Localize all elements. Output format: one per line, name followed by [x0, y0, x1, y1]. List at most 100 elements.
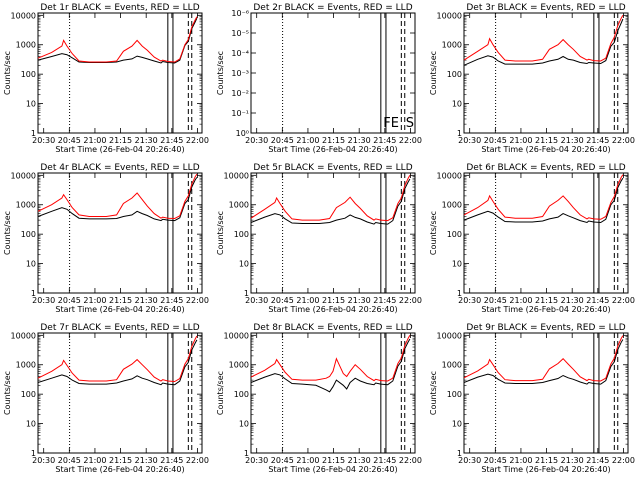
x-tick-label: 21:45: [373, 136, 396, 145]
panel-3: Det 3r BLACK = Events, RED = LLD 1 10 100 10…: [429, 3, 635, 154]
x-tick-label: 21:00: [83, 456, 106, 465]
x-tick-label: 20:30: [32, 296, 55, 305]
panel-title: Det 7r BLACK = Events, RED = LLD: [40, 323, 199, 333]
panel-4: Det 4r BLACK = Events, RED = LLD 1 10 100 10…: [3, 163, 209, 314]
y-tick-label: 10000: [11, 11, 36, 20]
y-tick-label: 100: [21, 70, 36, 79]
plot-frame: [463, 332, 629, 454]
x-axis-label: Start Time (26-Feb-04 20:26:40): [268, 305, 397, 314]
x-tick-label: 21:45: [586, 296, 609, 305]
x-axis-label: Start Time (26-Feb-04 20:26:40): [481, 145, 610, 154]
y-tick-label: 10000: [437, 11, 462, 20]
plot-frame: [37, 172, 203, 294]
x-tick-label: 21:00: [83, 136, 106, 145]
lld-series-line: [250, 175, 411, 222]
plot-frame: [250, 12, 416, 134]
x-tick-label: 21:30: [135, 136, 158, 145]
panel-title: Det 3r BLACK = Events, RED = LLD: [466, 3, 625, 13]
panel-title: Det 8r BLACK = Events, RED = LLD: [253, 323, 412, 333]
y-tick-label: 10: [26, 100, 36, 109]
y-tick-label: 100: [447, 390, 462, 399]
x-tick-label: 21:30: [561, 296, 584, 305]
y-tick-label: 100: [447, 70, 462, 79]
x-axis-label: Start Time (26-Feb-04 20:26:40): [481, 305, 610, 314]
y-tick-label: 10: [239, 420, 249, 429]
lld-series-line: [463, 15, 624, 62]
y-axis-label: Counts/sec: [3, 371, 12, 415]
events-series-line: [37, 339, 198, 386]
y-axis-label: Counts/sec: [3, 211, 12, 255]
lld-series-line: [463, 174, 624, 220]
x-tick-label: 22:00: [186, 296, 209, 305]
x-tick-label: 21:15: [535, 296, 558, 305]
y-tick-label: 1000: [442, 361, 462, 370]
x-tick-label: 21:00: [296, 456, 319, 465]
y-tick-label: 1000: [442, 201, 462, 210]
y-axis-label: Counts/sec: [429, 371, 438, 415]
x-tick-label: 21:00: [296, 136, 319, 145]
y-axis-label: Counts/sec: [216, 371, 225, 415]
panel-1: Det 1r BLACK = Events, RED = LLD 1 10 100 10…: [3, 3, 209, 154]
y-axis-label: Counts/sec: [3, 51, 12, 95]
x-tick-label: 20:45: [271, 456, 294, 465]
y-tick-label: 10⁻⁶: [231, 9, 249, 18]
y-tick-label: 100: [21, 230, 36, 239]
plot-frame: [463, 172, 629, 294]
plot-frame: [250, 332, 416, 454]
y-tick-label: 1: [244, 289, 249, 298]
x-tick-label: 21:45: [160, 456, 183, 465]
x-tick-label: 20:45: [58, 456, 81, 465]
x-tick-label: 20:30: [458, 456, 481, 465]
lld-series-line: [250, 335, 411, 382]
events-series-line: [250, 338, 411, 393]
lld-series-line: [37, 173, 198, 220]
panel-2: Det 2r BLACK = Events, RED = LLD 10⁰ 10⁻¹ 1…: [216, 3, 422, 154]
y-tick-label: 1000: [16, 201, 36, 210]
x-tick-label: 20:30: [245, 456, 268, 465]
y-tick-label: 10000: [11, 171, 36, 180]
panel-7: Det 7r BLACK = Events, RED = LLD 1 10 100 10…: [3, 323, 209, 474]
y-tick-label: 10: [239, 260, 249, 269]
x-tick-label: 21:00: [296, 296, 319, 305]
y-tick-label: 100: [21, 390, 36, 399]
y-tick-label: 1: [457, 129, 462, 138]
x-tick-label: 21:45: [586, 456, 609, 465]
y-tick-label: 1000: [229, 201, 249, 210]
x-tick-label: 20:30: [458, 296, 481, 305]
lld-series-line: [37, 335, 198, 383]
x-tick-label: 21:30: [348, 136, 371, 145]
plot-frame: [37, 12, 203, 134]
events-series-line: [250, 178, 411, 225]
panel-title: Det 5r BLACK = Events, RED = LLD: [253, 163, 412, 173]
x-tick-label: 20:45: [271, 296, 294, 305]
x-axis-label: Start Time (26-Feb-04 20:26:40): [55, 305, 184, 314]
panel-title: Det 6r BLACK = Events, RED = LLD: [466, 163, 625, 173]
x-tick-label: 21:45: [373, 456, 396, 465]
panel-title: Det 1r BLACK = Events, RED = LLD: [40, 3, 199, 13]
x-tick-label: 21:00: [509, 296, 532, 305]
y-axis-label: Counts/sec: [429, 211, 438, 255]
x-tick-label: 21:30: [348, 296, 371, 305]
events-series-line: [463, 339, 624, 385]
y-tick-label: 10000: [11, 331, 36, 340]
y-tick-label: 10000: [224, 331, 249, 340]
x-tick-label: 20:30: [458, 136, 481, 145]
x-tick-label: 21:15: [109, 136, 132, 145]
y-axis-label: Counts/sec: [216, 51, 225, 95]
x-tick-label: 22:00: [612, 136, 635, 145]
y-tick-label: 10⁻³: [231, 69, 249, 78]
x-tick-label: 21:45: [586, 136, 609, 145]
x-tick-label: 21:15: [322, 296, 345, 305]
y-tick-label: 10: [26, 420, 36, 429]
x-tick-label: 22:00: [612, 456, 635, 465]
x-axis-label: Start Time (26-Feb-04 20:26:40): [55, 145, 184, 154]
y-tick-label: 100: [234, 390, 249, 399]
panel-5: Det 5r BLACK = Events, RED = LLD 1 10 100 10…: [216, 163, 422, 314]
plot-frame: [37, 332, 203, 454]
y-tick-label: 10⁻²: [231, 89, 249, 98]
y-tick-label: 10: [452, 420, 462, 429]
y-tick-label: 10⁻⁴: [231, 49, 249, 58]
x-tick-label: 21:45: [373, 296, 396, 305]
x-tick-label: 20:45: [271, 136, 294, 145]
plot-frame: [463, 12, 629, 134]
